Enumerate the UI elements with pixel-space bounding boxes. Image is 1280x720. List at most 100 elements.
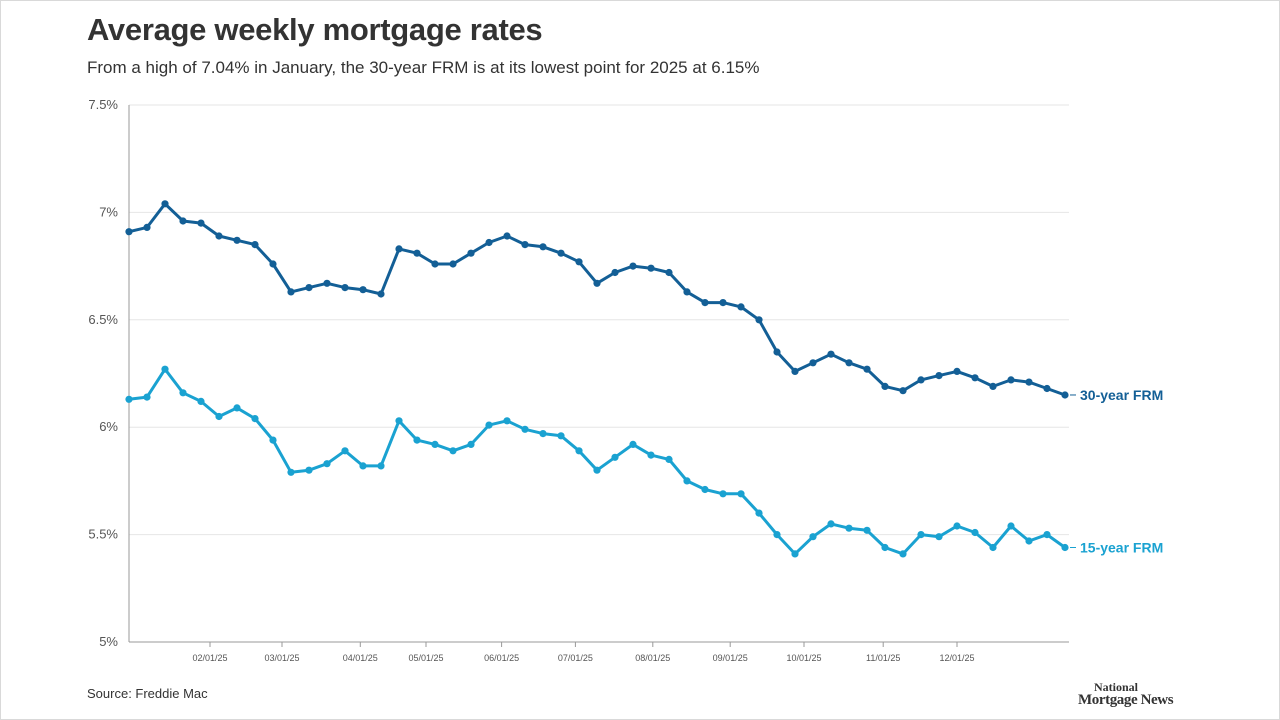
data-point <box>269 436 277 444</box>
data-point <box>629 262 637 270</box>
data-point <box>377 290 385 298</box>
y-tick-label: 6% <box>99 419 118 434</box>
data-point <box>575 447 583 455</box>
data-point <box>773 348 781 356</box>
data-point <box>125 228 133 236</box>
page-subtitle: From a high of 7.04% in January, the 30-… <box>87 58 760 77</box>
data-point <box>953 522 961 530</box>
data-point <box>305 466 313 474</box>
data-point <box>863 526 871 534</box>
data-point <box>665 268 673 277</box>
data-point <box>755 509 763 517</box>
y-tick-label: 5% <box>99 634 118 649</box>
brand-logo: National Mortgage News <box>1078 680 1196 709</box>
data-point <box>1061 391 1069 399</box>
y-tick-label: 7% <box>99 204 118 219</box>
data-point <box>251 415 259 423</box>
data-point <box>557 249 565 257</box>
data-point <box>845 359 853 367</box>
data-point <box>161 200 169 208</box>
page-title: Average weekly mortgage rates <box>87 12 543 47</box>
data-point <box>719 490 727 498</box>
logo-line-1: National <box>1094 680 1139 694</box>
x-tick-label: 08/01/25 <box>635 653 670 663</box>
data-point <box>611 453 619 461</box>
x-tick-label: 07/01/25 <box>558 653 593 663</box>
data-point <box>395 245 403 253</box>
x-tick-label: 12/01/25 <box>939 653 974 663</box>
data-point <box>431 440 439 448</box>
data-point <box>935 372 943 380</box>
data-point <box>683 477 691 485</box>
data-point <box>287 468 295 476</box>
data-point <box>989 382 997 390</box>
data-point <box>647 264 655 272</box>
data-point <box>233 236 241 244</box>
x-tick-label: 04/01/25 <box>343 653 378 663</box>
x-tick-label: 03/01/25 <box>264 653 299 663</box>
data-point <box>647 451 655 459</box>
data-point <box>971 374 979 382</box>
data-point <box>467 440 475 448</box>
data-point <box>503 232 511 240</box>
data-point <box>1061 543 1069 552</box>
data-point <box>953 367 961 375</box>
data-point <box>377 462 385 470</box>
data-point <box>881 382 889 390</box>
data-point <box>809 533 817 541</box>
data-point <box>791 367 799 375</box>
data-point <box>575 258 583 266</box>
data-point <box>125 395 133 403</box>
data-point <box>359 462 367 470</box>
data-point <box>827 520 835 528</box>
y-tick-label: 5.5% <box>88 527 118 542</box>
data-point <box>179 217 187 225</box>
data-point <box>413 436 421 444</box>
data-point <box>827 350 835 358</box>
data-point <box>323 460 331 468</box>
data-point <box>629 440 637 448</box>
series-line-15yr <box>127 367 1067 556</box>
data-point <box>215 232 223 240</box>
data-point <box>503 417 511 425</box>
x-tick-label: 05/01/25 <box>408 653 443 663</box>
data-point <box>1043 384 1051 393</box>
data-point <box>935 533 943 541</box>
data-point <box>719 299 727 307</box>
logo-line-2: Mortgage News <box>1078 692 1174 709</box>
data-point <box>161 365 169 373</box>
data-point <box>863 365 871 373</box>
data-point <box>449 447 457 455</box>
data-point <box>773 531 781 539</box>
data-point <box>521 425 529 433</box>
data-point <box>701 299 709 307</box>
series-line-30yr <box>127 202 1067 397</box>
data-point <box>899 387 907 395</box>
data-point <box>593 279 601 287</box>
series-label: 15-year FRM <box>1080 539 1163 555</box>
data-point <box>881 543 889 552</box>
data-point <box>1043 531 1051 539</box>
data-point <box>539 243 547 251</box>
y-tick-label: 7.5% <box>88 97 118 112</box>
series-label: 30-year FRM <box>1080 387 1163 403</box>
data-point <box>341 447 349 455</box>
data-point <box>1025 378 1033 386</box>
data-point <box>233 404 241 412</box>
data-point <box>989 543 997 552</box>
x-tick-label: 11/01/25 <box>866 653 900 663</box>
data-point <box>413 249 421 257</box>
data-point <box>395 417 403 425</box>
data-point <box>899 550 907 558</box>
data-point <box>197 219 205 227</box>
data-point <box>323 279 331 287</box>
data-point <box>539 430 547 438</box>
data-point <box>521 241 529 249</box>
data-point <box>557 432 565 440</box>
data-point <box>431 260 439 268</box>
data-point <box>269 260 277 268</box>
data-point <box>485 238 493 247</box>
data-point <box>485 421 493 429</box>
data-point <box>611 268 619 277</box>
